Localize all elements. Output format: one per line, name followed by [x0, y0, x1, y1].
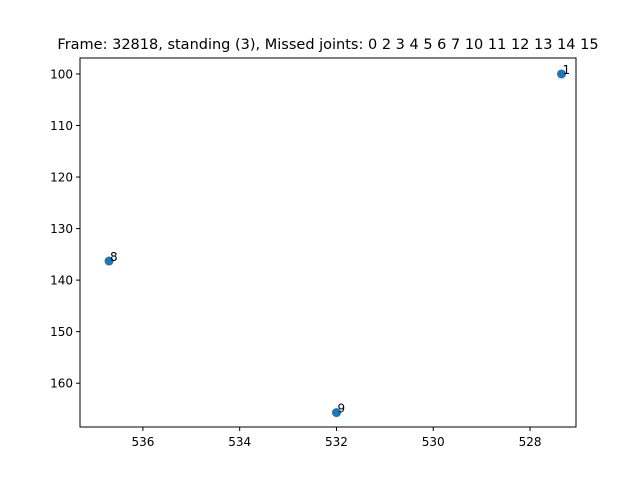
- point-label: 1: [562, 63, 570, 77]
- scatter-point: [556, 69, 566, 79]
- x-tick-label: 536: [131, 435, 154, 449]
- y-tick-label: 150: [50, 325, 73, 339]
- y-tick-label: 110: [50, 119, 73, 133]
- y-tick-label: 120: [50, 171, 73, 185]
- y-axis: 100 110 120 130 140 150 160: [50, 67, 80, 391]
- x-tick-label: 534: [228, 435, 251, 449]
- y-tick-label: 130: [50, 222, 73, 236]
- x-axis: 536 534 532 530 528: [131, 427, 541, 449]
- scatter-point: [104, 256, 114, 266]
- point-label: 8: [110, 250, 118, 264]
- y-tick-label: 160: [50, 377, 73, 391]
- x-tick-label: 532: [325, 435, 348, 449]
- axes-frame: [79, 57, 577, 428]
- point-label: 9: [337, 402, 345, 416]
- plot-area: 1 8 9: [104, 63, 570, 418]
- x-tick-label: 530: [422, 435, 445, 449]
- y-tick-label: 140: [50, 274, 73, 288]
- scatter-point: [331, 408, 341, 418]
- x-tick-label: 528: [519, 435, 542, 449]
- y-tick-label: 100: [50, 67, 73, 81]
- chart-title: Frame: 32818, standing (3), Missed joint…: [57, 37, 598, 53]
